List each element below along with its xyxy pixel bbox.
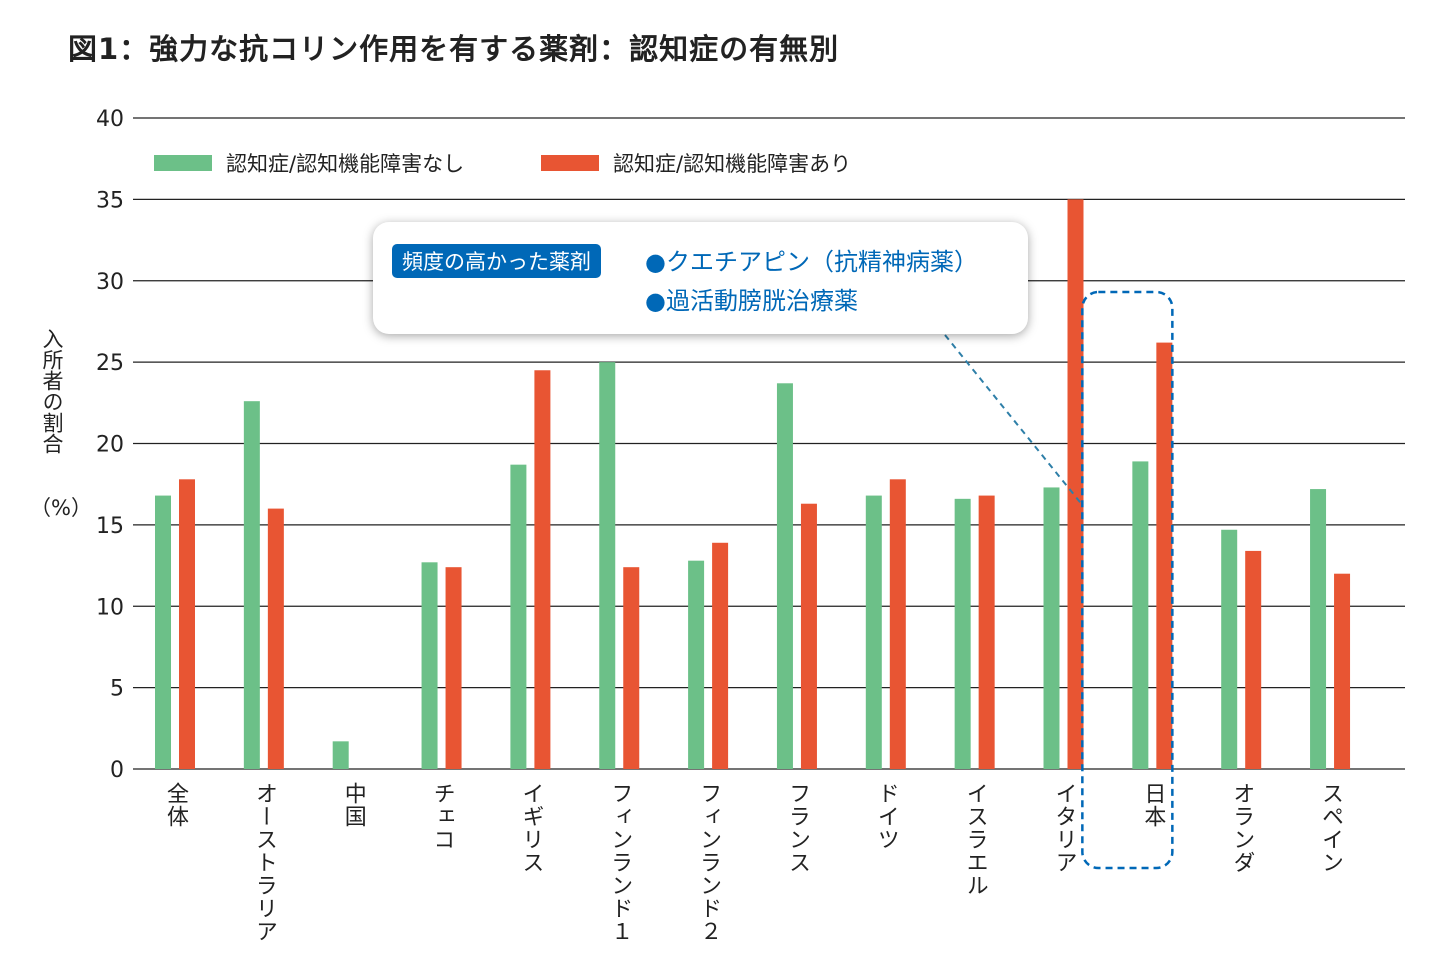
x-tick-label: 日本 xyxy=(1140,782,1166,828)
bar-no-dementia xyxy=(599,362,616,769)
bar-no-dementia xyxy=(510,464,527,769)
x-tick-label: 全体 xyxy=(163,782,188,828)
callout-box: 頻度の高かった薬剤 ●クエチアピン（抗精神病薬） ●過活動膀胱治療薬 xyxy=(373,222,1028,334)
callout-badge: 頻度の高かった薬剤 xyxy=(392,244,601,278)
legend-label: 認知症/認知機能障害なし xyxy=(226,152,465,176)
y-tick-label: 40 xyxy=(96,107,124,132)
legend-item-no-dementia: 認知症/認知機能障害なし xyxy=(154,148,464,178)
y-tick-label: 35 xyxy=(96,188,124,213)
y-tick-label: 15 xyxy=(96,514,124,539)
bar-dementia xyxy=(445,567,462,769)
x-tick-label: イスラエル xyxy=(962,782,988,897)
bar-dementia xyxy=(1067,199,1084,769)
y-tick-label: 30 xyxy=(96,270,124,295)
y-tick-label: 10 xyxy=(96,595,124,620)
bar-no-dementia xyxy=(421,562,438,769)
x-tick-label: チェコ xyxy=(429,782,455,851)
y-axis-label: 入所者の割合 xyxy=(40,328,64,454)
callout-item: ●クエチアピン（抗精神病薬） xyxy=(645,248,978,276)
x-tick-label: イタリア xyxy=(1051,782,1077,874)
x-tick-label: フィンランド１ xyxy=(607,782,633,943)
y-tick-label: 20 xyxy=(96,433,124,458)
bar-dementia xyxy=(623,567,640,769)
callout-leader-line xyxy=(944,334,1084,506)
legend-swatch-green xyxy=(154,155,212,171)
highlight-dashed-box xyxy=(1081,290,1174,870)
bar-dementia xyxy=(267,508,284,769)
chart-title: 図1：強力な抗コリン作用を有する薬剤：認知症の有無別 xyxy=(68,32,840,66)
bar-no-dementia xyxy=(332,741,349,769)
bar-no-dementia xyxy=(865,495,882,769)
legend-swatch-red xyxy=(541,155,599,171)
bar-dementia xyxy=(179,479,195,769)
legend-label: 認知症/認知機能障害あり xyxy=(613,152,852,176)
x-tick-label: ドイツ xyxy=(873,782,899,851)
x-tick-label: オーストラリア xyxy=(251,782,277,943)
x-tick-label: イギリス xyxy=(518,782,544,874)
bar-no-dementia xyxy=(688,560,705,769)
legend-item-dementia: 認知症/認知機能障害あり xyxy=(541,148,851,178)
bar-dementia xyxy=(1245,550,1262,769)
bar-dementia xyxy=(534,370,551,769)
callout-item: ●過活動膀胱治療薬 xyxy=(645,287,858,315)
bar-no-dementia xyxy=(1043,487,1060,769)
x-tick-label: フィンランド２ xyxy=(696,782,722,943)
bar-dementia xyxy=(1334,573,1351,769)
bar-no-dementia xyxy=(954,498,971,769)
x-tick-label: スペイン xyxy=(1318,782,1344,874)
bar-no-dementia xyxy=(776,383,793,769)
bar-no-dementia xyxy=(155,495,171,769)
bar-dementia xyxy=(800,503,817,769)
bar-no-dementia xyxy=(243,401,260,769)
x-tick-label: オランダ xyxy=(1229,782,1255,874)
y-tick-label: 5 xyxy=(110,677,124,702)
bar-no-dementia xyxy=(1132,461,1149,769)
x-tick-label: フランス xyxy=(784,782,810,874)
y-tick-label: 25 xyxy=(96,351,124,376)
bar-no-dementia xyxy=(1221,529,1238,769)
bar-no-dementia xyxy=(1310,489,1327,769)
x-tick-label: 中国 xyxy=(340,782,366,828)
bar-dementia xyxy=(978,495,995,769)
y-tick-label: 0 xyxy=(110,758,124,783)
bar-dementia xyxy=(712,542,729,769)
bar-dementia xyxy=(889,479,906,769)
y-axis-unit: （%） xyxy=(30,496,92,520)
bar-dementia xyxy=(1156,342,1173,769)
